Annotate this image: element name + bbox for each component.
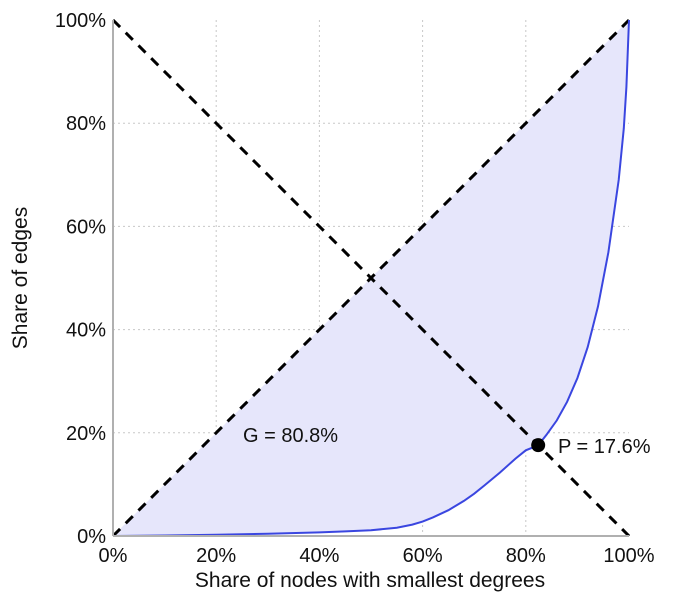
y-tick-label: 80% [66, 113, 106, 135]
anti-diagonal-line [111, 18, 631, 538]
x-tick-label: 60% [403, 545, 443, 567]
x-tick-labels: 0% 20% 40% 60% 80% 100% [99, 545, 655, 567]
y-tick-label: 100% [55, 10, 106, 32]
x-tick-label: 20% [196, 545, 236, 567]
x-axis-title: Share of nodes with smallest degrees [195, 569, 545, 592]
point-annotation: P = 17.6% [558, 436, 651, 458]
gini-annotation: G = 80.8% [243, 425, 338, 447]
axes [112, 20, 629, 537]
lorenz-curve-line [112, 19, 630, 537]
x-tick-label: 100% [603, 545, 654, 567]
x-tick-label: 40% [299, 545, 339, 567]
y-tick-labels: 0% 20% 40% 60% 80% 100% [55, 10, 106, 548]
y-tick-label: 20% [66, 423, 106, 445]
reference-lines [111, 18, 631, 538]
y-tick-label: 0% [77, 526, 106, 548]
y-axis-title: Share of edges [9, 207, 32, 349]
x-tick-label: 80% [506, 545, 546, 567]
intersection-marker [531, 438, 546, 453]
x-tick-label: 0% [99, 545, 128, 567]
y-tick-label: 40% [66, 320, 106, 342]
y-tick-label: 60% [66, 216, 106, 238]
